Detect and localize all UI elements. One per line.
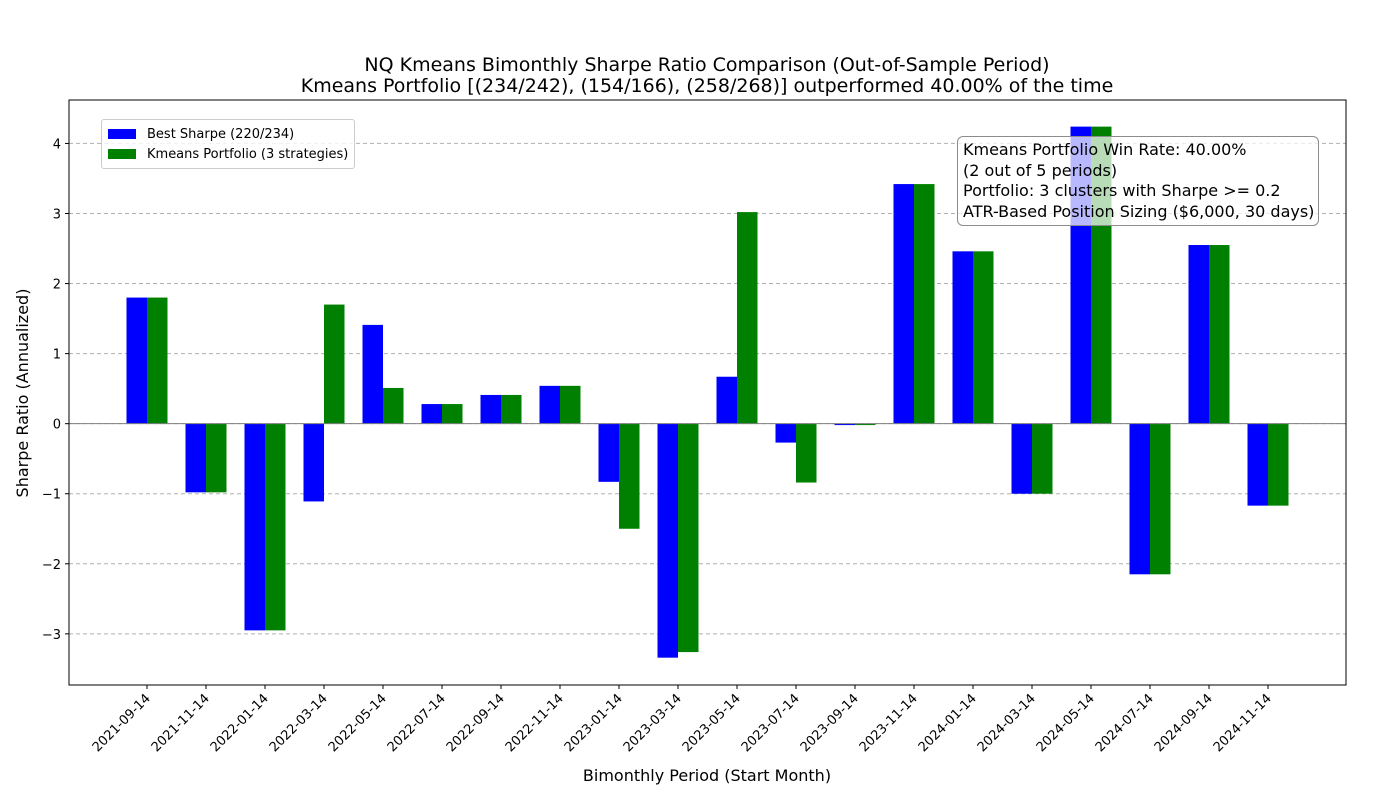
x-tick-label: 2024-07-14	[1093, 691, 1157, 755]
x-tick-label: 2024-05-14	[1034, 691, 1098, 755]
bar	[421, 404, 442, 424]
legend-swatch-blue	[108, 129, 136, 139]
bar	[1268, 423, 1289, 506]
win-rate-annotation: Kmeans Portfolio Win Rate: 40.00% (2 out…	[957, 136, 1320, 226]
bar	[1188, 245, 1209, 424]
chart-subtitle: Kmeans Portfolio [(234/242), (154/166), …	[301, 75, 1114, 97]
bar	[914, 184, 935, 424]
x-tick-label: 2022-11-14	[503, 691, 567, 755]
x-tick-label: 2023-09-14	[798, 691, 862, 755]
bar	[796, 423, 817, 483]
bar	[303, 423, 324, 502]
bar	[619, 423, 640, 529]
y-axis-label: Sharpe Ratio (Annualized)	[13, 289, 32, 498]
y-tick-label: 2	[53, 278, 61, 293]
bar	[716, 376, 737, 424]
legend-label: Kmeans Portfolio (3 strategies)	[147, 146, 349, 162]
bar	[501, 394, 522, 424]
x-tick-label: 2024-11-14	[1211, 691, 1275, 755]
bar	[480, 394, 501, 424]
y-tick-label: −3	[42, 628, 61, 643]
annotation-line: ATR-Based Position Sizing ($6,000, 30 da…	[963, 201, 1315, 221]
bar	[737, 212, 758, 424]
bar	[126, 297, 147, 424]
legend-item-best-sharpe: Best Sharpe (220/234)	[108, 124, 348, 144]
bar	[1011, 423, 1032, 494]
bar	[324, 304, 345, 424]
bar	[1032, 423, 1053, 494]
bar	[147, 297, 168, 424]
bar	[185, 423, 206, 493]
chart-title: NQ Kmeans Bimonthly Sharpe Ratio Compari…	[364, 54, 1049, 76]
x-tick-label: 2024-01-14	[916, 691, 980, 755]
bar	[775, 423, 796, 443]
bar	[383, 387, 404, 424]
x-tick-label: 2023-01-14	[562, 691, 626, 755]
bar	[442, 404, 463, 424]
x-tick-label: 2024-09-14	[1152, 691, 1216, 755]
x-tick-label: 2022-05-14	[326, 691, 390, 755]
x-tick-label: 2023-11-14	[857, 691, 921, 755]
annotation-line: (2 out of 5 periods)	[963, 160, 1118, 180]
bar	[598, 423, 619, 482]
bar	[893, 184, 914, 424]
x-axis-label: Bimonthly Period (Start Month)	[583, 766, 831, 785]
y-tick-label: 0	[53, 418, 61, 433]
legend: Best Sharpe (220/234) Kmeans Portfolio (…	[101, 119, 356, 169]
x-tick-label: 2022-01-14	[208, 691, 272, 755]
x-tick-label: 2021-11-14	[149, 691, 213, 755]
bar	[539, 385, 560, 424]
legend-swatch-green	[108, 149, 136, 159]
bar	[973, 251, 994, 424]
bar	[1150, 423, 1171, 575]
y-tick-label: −2	[42, 558, 61, 573]
y-tick-label: −1	[42, 488, 61, 503]
x-tick-label: 2022-09-14	[444, 691, 508, 755]
bar	[834, 423, 855, 426]
x-tick-label: 2022-07-14	[385, 691, 449, 755]
x-tick-label: 2023-05-14	[680, 691, 744, 755]
annotation-line: Kmeans Portfolio Win Rate: 40.00%	[963, 140, 1247, 159]
x-tick-label: 2021-09-14	[90, 691, 154, 755]
bar	[952, 251, 973, 424]
x-tick-label: 2023-07-14	[739, 691, 803, 755]
annotation-line: Portfolio: 3 clusters with Sharpe >= 0.2	[963, 181, 1281, 200]
bar	[560, 385, 581, 424]
bars	[126, 126, 1289, 658]
bar	[1209, 245, 1230, 424]
bar	[678, 423, 699, 653]
x-tick-label: 2022-03-14	[267, 691, 331, 755]
bar	[244, 423, 265, 631]
y-tick-label: 3	[53, 207, 61, 222]
bar	[1247, 423, 1268, 506]
legend-item-kmeans-portfolio: Kmeans Portfolio (3 strategies)	[108, 144, 348, 164]
bar	[206, 423, 227, 493]
legend-label: Best Sharpe (220/234)	[147, 126, 295, 142]
bar	[855, 423, 876, 426]
plot-frame	[68, 99, 1347, 686]
bar	[362, 324, 383, 424]
y-tick-label: 4	[53, 137, 61, 152]
bar	[657, 423, 678, 658]
x-tick-label: 2024-03-14	[975, 691, 1039, 755]
bar	[265, 423, 286, 631]
x-tick-label: 2023-03-14	[621, 691, 685, 755]
y-tick-label: 1	[53, 348, 61, 363]
bar	[1129, 423, 1150, 575]
